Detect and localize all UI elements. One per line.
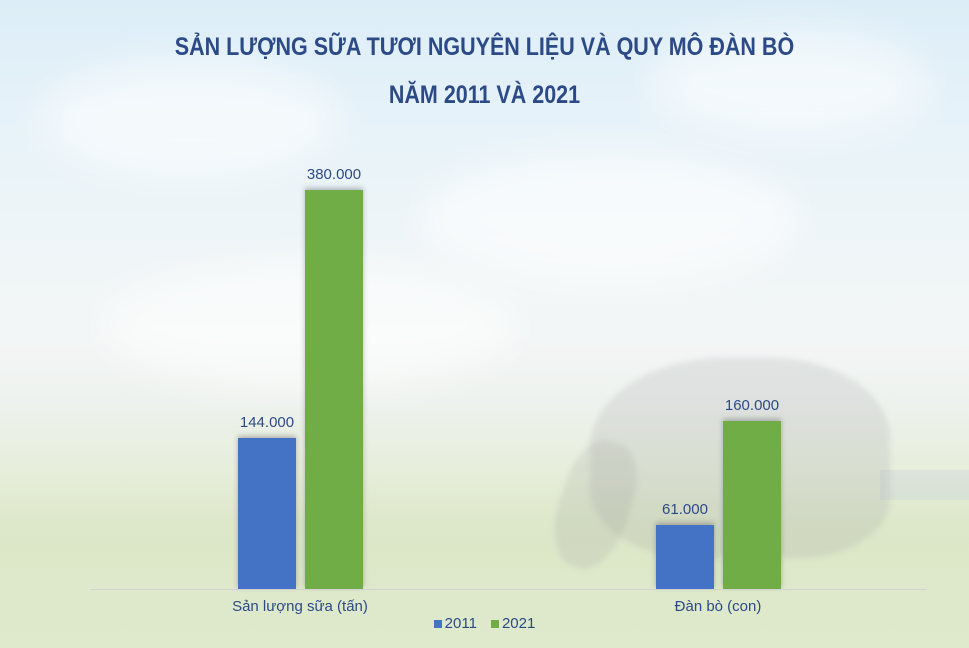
legend-label-2011: 2011: [444, 615, 477, 632]
grass-field: [0, 470, 969, 648]
data-label-2011-cattle-herd: 61.000: [662, 501, 708, 518]
farm-building: [880, 470, 969, 500]
bar-2011-cattle-herd[interactable]: [656, 525, 714, 589]
category-label-cattle-herd: Đàn bò (con): [674, 598, 762, 615]
legend-swatch-2011-icon: [433, 619, 442, 628]
chart-title-line-1: SẢN LƯỢNG SỮA TƯƠI NGUYÊN LIỆU VÀ QUY MÔ…: [174, 33, 795, 61]
category-label-milk-output: Sản lượng sữa (tấn): [232, 598, 368, 615]
cloud: [40, 60, 340, 180]
bar-2021-cattle-herd[interactable]: [723, 421, 781, 589]
bar-2011-milk-output[interactable]: [238, 438, 296, 589]
cloud: [420, 150, 800, 290]
chart-title-line-2: NĂM 2011 VÀ 2021: [388, 81, 581, 109]
cloud: [650, 30, 930, 140]
bar-2021-milk-output[interactable]: [305, 190, 363, 589]
legend-item-2021[interactable]: 2021: [490, 615, 536, 632]
x-axis-line: [91, 589, 927, 590]
data-label-2021-cattle-herd: 160.000: [724, 397, 780, 414]
legend-item-2011[interactable]: 2011: [433, 615, 477, 632]
data-label-2021-milk-output: 380.000: [306, 166, 362, 183]
legend-label-2021: 2021: [501, 615, 536, 632]
data-label-2011-milk-output: 144.000: [239, 414, 295, 431]
legend-swatch-2021-icon: [490, 619, 499, 628]
legend: 2011 2021: [0, 615, 969, 632]
